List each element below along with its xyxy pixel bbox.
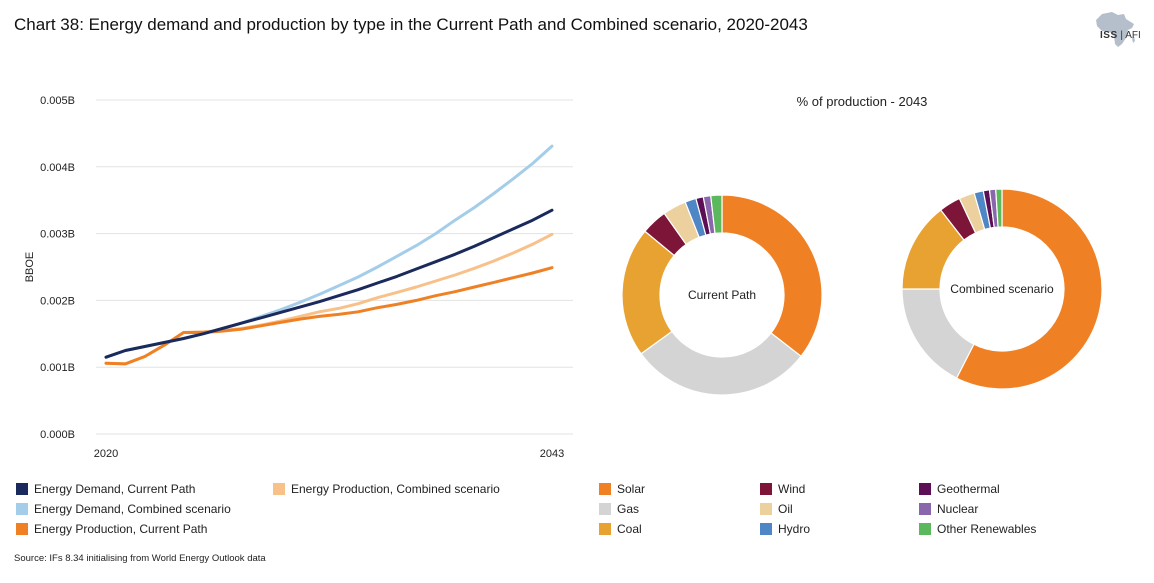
y-tick-label: 0.004B [40,162,75,174]
legend-label: Energy Demand, Combined scenario [34,502,231,516]
donut-legend: Solar Wind Geothermal Gas Oil Nuclear Coal Hydr… [597,480,1137,540]
donut-current-path: Current Path [621,194,823,396]
legend-item-other-renewables: Other Renewables [919,522,1036,536]
legend-item-hydro: Hydro [760,522,810,536]
donut-combined-scenario: Combined scenario [901,188,1103,390]
legend-label: Energy Demand, Current Path [34,482,196,496]
legend-swatch [760,503,772,515]
legend-item-energy-demand-current-path: Energy Demand, Current Path [16,482,195,496]
slice-other-renewables [710,194,723,235]
legend-label: Solar [617,482,646,496]
legend-swatch [919,483,931,495]
slice-gas [640,330,802,396]
legend-item-coal: Coal [599,522,642,536]
logo-primary: ISS [1100,30,1118,41]
legend-label: Gas [617,502,640,516]
logo-secondary: AFI [1125,30,1141,41]
source-note: Source: IFs 8.34 initialising from World… [14,553,266,564]
slice-gas [901,288,975,379]
line-chart: 0.000B 0.001B 0.002B 0.003B 0.004B 0.005B 2020… [24,95,573,460]
y-axis-label: BBOE [24,252,36,283]
legend-swatch [599,503,611,515]
legend-item-wind: Wind [760,482,805,496]
africa-map-icon [1096,12,1135,47]
x-tick-label: 2020 [94,448,118,460]
legend-swatch [599,523,611,535]
legend-swatch [599,483,611,495]
logo-divider: | [1117,30,1126,41]
legend-item-solar: Solar [599,482,645,496]
series-line-energy-production-current-path [104,266,554,366]
legend-swatch [919,503,931,515]
charts-canvas: 0.000B 0.001B 0.002B 0.003B 0.004B 0.005B 2020… [24,94,1103,460]
legend-label: Geothermal [937,482,1000,496]
series-line-energy-demand-combined-scenario [104,144,554,359]
x-tick-label: 2043 [540,448,564,460]
donut-center-label: Combined scenario [950,282,1054,296]
line-legend: Energy Demand, Current Path Energy Produc… [14,480,574,540]
series-line-energy-demand-current-path [104,208,554,359]
legend-label: Coal [617,522,642,536]
legend-swatch [760,523,772,535]
y-tick-label: 0.005B [40,95,75,107]
y-tick-label: 0.002B [40,295,75,307]
donut-title: % of production - 2043 [797,94,928,109]
legend-item-energy-production-current-path: Energy Production, Current Path [16,522,207,536]
legend-item-gas: Gas [599,502,639,516]
legend-label: Wind [778,482,806,496]
legend-label: Other Renewables [937,522,1037,536]
legend-item-energy-demand-combined-scenario: Energy Demand, Combined scenario [16,502,231,516]
y-tick-label: 0.003B [40,229,75,241]
legend-item-geothermal: Geothermal [919,482,1000,496]
legend-swatch [16,523,28,535]
legend-swatch [16,483,28,495]
y-tick-label: 0.001B [40,362,75,374]
legend-swatch [760,483,772,495]
slice-other-renewables [995,188,1003,228]
legend-item-nuclear: Nuclear [919,502,978,516]
chart-title: Chart 38: Energy demand and production b… [14,15,808,34]
legend-swatch [16,503,28,515]
slice-solar [955,188,1103,390]
y-tick-label: 0.000B [40,429,75,441]
slice-solar [721,194,823,358]
legend-swatch [273,483,285,495]
legend-label: Hydro [778,522,811,536]
legend-label: Energy Production, Current Path [34,522,208,536]
legend-swatch [919,523,931,535]
legend-label: Oil [778,502,793,516]
legend-label: Energy Production, Combined scenario [291,482,500,496]
legend-item-energy-production-combined-scenario: Energy Production, Combined scenario [273,482,500,496]
legend-item-oil: Oil [760,502,793,516]
logo-text: ISS | AFI [1100,30,1141,41]
legend-label: Nuclear [937,502,979,516]
donut-charts: % of production - 2043 Current Path Combin… [621,94,1103,396]
donut-center-label: Current Path [688,288,756,302]
